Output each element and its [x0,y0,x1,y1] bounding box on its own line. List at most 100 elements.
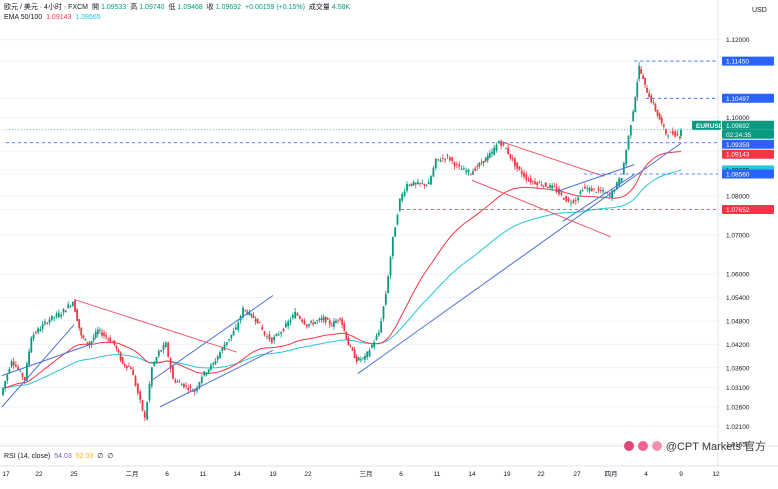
candle-body [502,141,505,145]
symbol-title[interactable]: 欧元 / 美元 · 4小时 · FXCM [4,4,88,11]
candle-body [419,183,421,184]
candle-body [60,314,63,317]
candle-body [252,315,255,319]
ema-legend[interactable]: EMA 50/100 1.09143 1.08665 [4,13,103,22]
candle-body [620,177,623,183]
price-tag-level_red [722,204,774,214]
candle-body [180,384,183,386]
price-tag-label: 02:24:35 [726,132,752,139]
ema-label: EMA 50/100 [4,14,43,21]
candle-body [155,357,158,363]
candle-body [310,321,313,323]
price-tag-level [722,93,774,103]
candle-body [115,345,118,349]
candle-body [455,163,458,165]
candle-body [377,332,380,336]
candle-body [446,155,449,157]
candle-body [67,304,70,309]
candle-body [169,358,172,369]
candle-body [234,327,237,330]
y-tick-label: 1.05400 [726,295,750,302]
candle-body [572,200,575,203]
candle-body [39,328,42,332]
candle-body [432,167,435,177]
candle-body [529,178,532,183]
candle-body [125,365,128,369]
candle-body [484,157,487,162]
candle-body [370,345,373,348]
candle-body [41,324,44,329]
candle-body [17,366,19,370]
candle-body [127,366,130,367]
rsi-legend[interactable]: RSI (14, close) 54.03 52.03 ∅ ∅ [4,452,115,461]
candle-body [172,366,174,379]
candle-body [12,361,15,366]
candle-body [669,131,672,133]
ema-fast-line [3,150,682,389]
candle-body [113,340,116,345]
candle-body [86,341,89,344]
candle-body [343,323,346,331]
candle-body [223,344,226,351]
candle-body [263,331,266,335]
trendline [152,295,274,380]
candle-body [250,313,253,316]
candle-body [650,95,653,103]
candle-body [164,342,167,348]
candle-body [474,168,477,171]
candle-body [632,111,635,122]
open-value: 1.09533 [100,4,127,11]
x-tick-label: 25 [70,471,78,478]
candle-body [148,384,151,400]
candle-body [421,183,424,184]
y-tick-label: 1.12000 [726,37,750,44]
candle-body [384,294,387,305]
candle-body [599,190,602,192]
price-tag-level [722,139,774,149]
candle-body [480,162,483,164]
close-label: 收 [206,4,214,11]
trendline [562,173,635,222]
candle-body [328,320,331,325]
candle-body [553,186,556,188]
price-tag-label: EURUSD [696,123,724,130]
price-tag-ema_fast [722,149,774,159]
candle-body [629,125,632,136]
x-tick-label: 四月 [605,470,618,478]
x-tick-label: 22 [537,471,545,478]
candle-body [275,333,278,336]
candle-body [136,383,139,394]
x-tick-label: 4 [644,471,648,478]
candle-body [427,182,430,185]
candle-body [652,102,655,104]
x-tick-label: 6 [165,471,169,478]
candle-body [562,197,565,200]
candle-body [141,400,144,411]
x-tick-label: 27 [573,471,581,478]
candle-body [511,157,514,160]
candle-body [577,197,580,200]
candle-body [593,188,595,190]
candle-body [414,183,417,185]
candle-body [497,141,500,144]
x-tick-label: 14 [233,471,241,478]
candle-body [660,117,663,124]
price-tag-last [722,120,774,130]
y-tick-label: 1.08000 [726,193,750,200]
candle-body [391,236,394,256]
candle-body [565,196,568,202]
candle-body [478,163,481,167]
trendline [1,324,75,408]
candle-body [638,65,641,79]
candle-body [410,183,413,186]
candle-body [150,367,153,386]
candle-body [221,347,224,351]
candle-body [467,169,470,173]
trendline [357,142,682,375]
candle-body [261,326,264,330]
candle-body [21,372,24,378]
candle-body [516,162,519,169]
ema-slow-value: 1.08665 [75,14,101,21]
